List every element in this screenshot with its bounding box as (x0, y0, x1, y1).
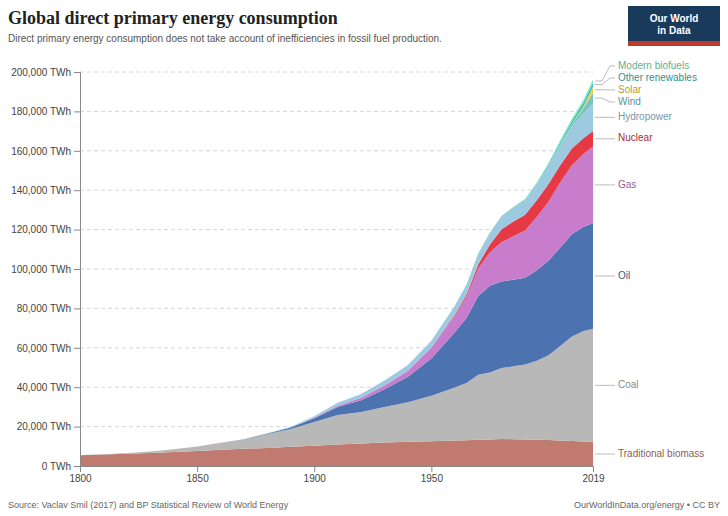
x-tick: 1850 (186, 466, 209, 484)
subtitle: Direct primary energy consumption does n… (8, 33, 442, 44)
x-tick-mark (314, 466, 315, 472)
y-tick: 20,000 TWh (17, 421, 80, 432)
y-tick-label: 60,000 TWh (17, 343, 71, 354)
grid (80, 72, 593, 466)
y-axis-line (74, 73, 81, 467)
y-tick-mark (74, 348, 80, 349)
logo-text: Our Worldin Data (650, 13, 699, 36)
area (80, 82, 593, 455)
y-tick-label: 80,000 TWh (17, 303, 71, 314)
source: Source: Vaclav Smil (2017) and BP Statis… (8, 500, 289, 510)
x-axis-line (81, 467, 594, 473)
label-connector (595, 453, 615, 454)
y-tick-label: 0 TWh (42, 461, 71, 472)
area (80, 104, 593, 455)
y-tick: 60,000 TWh (17, 343, 80, 354)
y-tick-mark (74, 466, 80, 467)
area (80, 87, 593, 455)
legend-label: Coal (618, 379, 639, 390)
label-connector (595, 66, 615, 81)
x-tick: 1900 (304, 466, 327, 484)
y-tick-label: 20,000 TWh (17, 421, 71, 432)
y-tick: 40,000 TWh (17, 382, 80, 393)
y-tick: 180,000 TWh (11, 106, 80, 117)
grid-line (80, 190, 593, 191)
y-tick: 100,000 TWh (11, 264, 80, 275)
y-tick-mark (74, 190, 80, 191)
credit: OurWorldInData.org/energy • CC BY (574, 500, 720, 510)
logo-text-line: Our World (650, 13, 699, 24)
x-tick-mark (593, 466, 594, 472)
chart: Global direct primary energy consumption… (0, 0, 728, 516)
legend-label: Gas (618, 179, 636, 190)
legend-label: Oil (618, 270, 630, 281)
y-tick: 200,000 TWh (11, 67, 80, 78)
legend-label: Traditional biomass (618, 448, 704, 459)
y-tick-mark (74, 111, 80, 112)
x-tick-mark (197, 466, 198, 472)
y-tick-mark (74, 387, 80, 388)
legend-label: Wind (618, 96, 641, 107)
y-tick-label: 40,000 TWh (17, 382, 71, 393)
x-tick-mark (431, 466, 432, 472)
y-tick: 0 TWh (42, 461, 80, 472)
label-connector (595, 117, 615, 118)
grid-line (80, 111, 593, 112)
logo-box (628, 6, 720, 46)
label-connector (595, 184, 615, 185)
label-connector (595, 385, 615, 386)
logo: Our Worldin Data (628, 6, 720, 46)
y-tick-mark (74, 269, 80, 270)
y-tick: 160,000 TWh (11, 146, 80, 157)
x-tick: 2019 (582, 466, 605, 484)
legend: Traditional biomass Coal Oil Gas Nuclear Hydr… (595, 60, 704, 459)
legend-label: Other renewables (618, 72, 697, 83)
y-tick-mark (74, 230, 80, 231)
y-tick-label: 120,000 TWh (11, 224, 71, 235)
y-tick: 80,000 TWh (17, 303, 80, 314)
y-tick-mark (74, 72, 80, 73)
x-tick-label: 1900 (304, 473, 327, 484)
label-connector (595, 98, 615, 102)
x-tick: 1950 (421, 466, 444, 484)
x-tick-label: 1850 (186, 473, 209, 484)
y-tick-mark (74, 151, 80, 152)
area (80, 79, 593, 454)
x-tick: 1800 (69, 466, 92, 484)
x-axis: 1800 1850 1900 1950 2019 (69, 466, 605, 484)
logo-text-line: in Data (657, 25, 691, 36)
title: Global direct primary energy consumption (8, 8, 338, 28)
area (80, 131, 593, 455)
legend-label: Nuclear (618, 132, 653, 143)
x-tick-label: 2019 (582, 473, 605, 484)
y-tick-label: 180,000 TWh (11, 106, 71, 117)
y-tick-mark (74, 308, 80, 309)
area (80, 93, 593, 455)
label-connector (595, 275, 615, 276)
x-tick-label: 1950 (421, 473, 444, 484)
y-tick: 140,000 TWh (11, 185, 80, 196)
area (80, 146, 593, 455)
areas (80, 79, 593, 466)
y-tick-label: 160,000 TWh (11, 146, 71, 157)
y-axis: 0 TWh 20,000 TWh 40,000 TWh 60,000 TWh 80,00… (11, 67, 80, 472)
legend-label: Modern biofuels (618, 60, 689, 71)
y-tick-label: 200,000 TWh (11, 67, 71, 78)
legend-label: Hydropower (618, 111, 673, 122)
label-connector (595, 89, 615, 90)
y-tick-label: 140,000 TWh (11, 185, 71, 196)
y-tick-mark (74, 427, 80, 428)
y-tick: 120,000 TWh (11, 224, 80, 235)
logo-strip (628, 41, 720, 46)
legend-label: Solar (618, 84, 642, 95)
y-tick-label: 100,000 TWh (11, 264, 71, 275)
label-connector (595, 138, 615, 139)
grid-line (80, 72, 593, 73)
x-tick-label: 1800 (69, 473, 92, 484)
grid-line (80, 150, 593, 151)
